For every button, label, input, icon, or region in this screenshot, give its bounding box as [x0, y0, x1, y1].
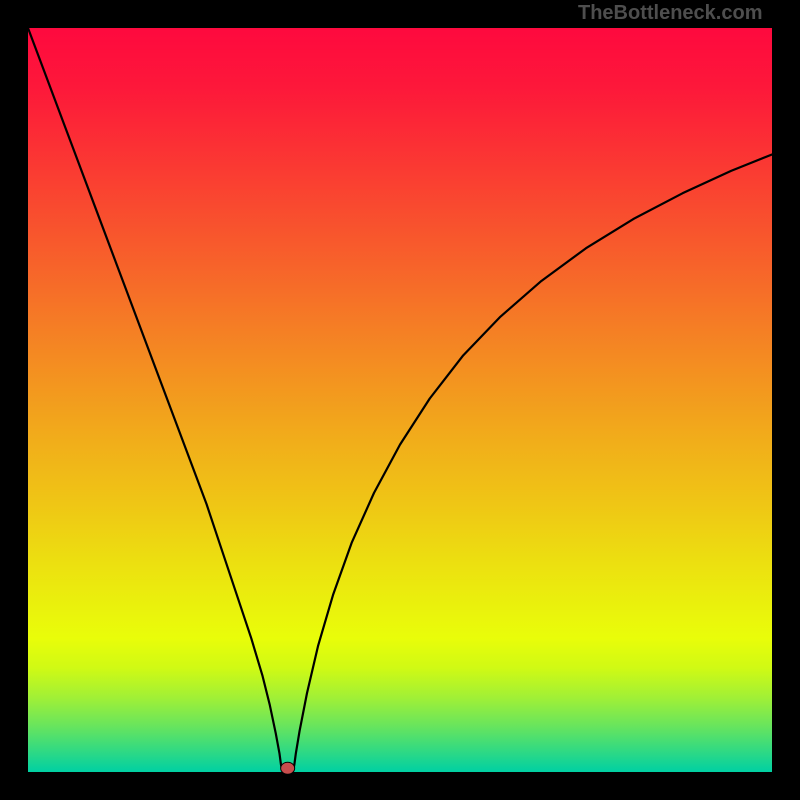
marker-dot [281, 762, 295, 774]
chart-svg [0, 0, 800, 800]
plot-bg [28, 28, 772, 772]
source-watermark: TheBottleneck.com [578, 2, 762, 25]
chart-container: { "meta": { "source_watermark": "TheBott… [0, 0, 800, 800]
